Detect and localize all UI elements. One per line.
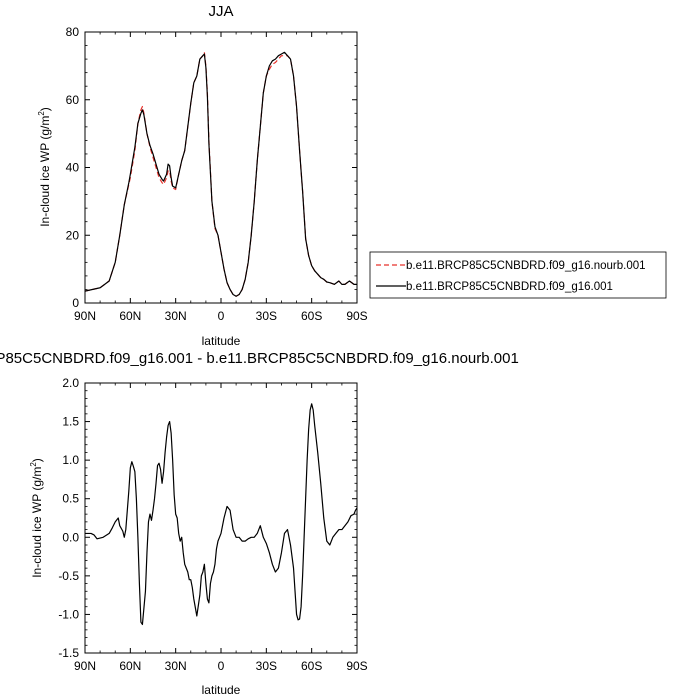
top-chart-y-tick-label: 80 bbox=[66, 25, 80, 39]
top-chart-series bbox=[84, 51, 357, 297]
legend: b.e11.BRCP85C5CNBDRD.f09_g16.nourb.001 b… bbox=[369, 251, 667, 299]
top-chart-x-tick-label: 90S bbox=[346, 309, 367, 323]
top-chart-y-axis-label-end: ) bbox=[38, 107, 52, 111]
top-chart-title: JJA bbox=[208, 3, 233, 20]
bottom-chart-y-axis-label-superscript: 2 bbox=[29, 462, 38, 467]
top-chart-x-tick-label: 60N bbox=[119, 309, 141, 323]
bottom-chart-y-tick-label: -0.5 bbox=[58, 569, 79, 583]
top-chart-y-tick-label: 40 bbox=[66, 161, 80, 175]
bottom-chart-y-tick-label: 0.0 bbox=[62, 530, 79, 544]
bottom-chart-x-tick-label: 30S bbox=[256, 659, 277, 673]
top-chart-ticks: 90N 60N 30N 0 30S 60S 90S 0 20 40 60 80 bbox=[66, 25, 368, 323]
top-chart-x-tick-label: 0 bbox=[218, 309, 225, 323]
legend-box bbox=[369, 251, 667, 299]
bottom-chart-x-tick-label: 90N bbox=[74, 659, 96, 673]
top-chart-series-line-1 bbox=[84, 51, 357, 297]
bottom-chart-ticks: 90N 60N 30N 0 30S 60S 90S -1.5 -1.0 -0.5 0.0 0.5 1.0… bbox=[58, 376, 367, 673]
top-chart-y-tick-label: 20 bbox=[66, 228, 80, 242]
bottom-chart-y-axis-label-main: In-cloud ice WP (g/m bbox=[30, 467, 44, 578]
legend-label-nourb: b.e11.BRCP85C5CNBDRD.f09_g16.nourb.001 bbox=[406, 260, 646, 272]
top-chart-y-tick-label: 60 bbox=[66, 93, 80, 107]
bottom-chart-y-axis-label: In-cloud ice WP (g/m2) bbox=[29, 458, 44, 578]
top-chart-y-tick-label: 0 bbox=[72, 296, 79, 310]
top-chart: 90N 60N 30N 0 30S 60S 90S 0 20 40 60 80 JJA latitud… bbox=[37, 3, 368, 348]
top-chart-x-tick-label: 60S bbox=[301, 309, 322, 323]
bottom-chart-x-tick-label: 90S bbox=[346, 659, 367, 673]
top-chart-y-axis-label-main: In-cloud ice WP (g/m bbox=[38, 116, 52, 227]
legend-label-control: b.e11.BRCP85C5CNBDRD.f09_g16.001 bbox=[406, 281, 613, 293]
bottom-chart-y-tick-label: 1.0 bbox=[62, 453, 79, 467]
bottom-chart-y-tick-label: -1.0 bbox=[58, 607, 79, 621]
bottom-chart-y-axis-label-end: ) bbox=[30, 458, 44, 462]
top-chart-x-tick-label: 90N bbox=[74, 309, 96, 323]
top-chart-series-line-0 bbox=[84, 51, 357, 297]
top-chart-plot-frame bbox=[84, 31, 358, 304]
bottom-chart-plot-frame bbox=[84, 382, 358, 654]
bottom-chart-series-line-0 bbox=[85, 403, 358, 626]
bottom-chart-y-tick-label: 0.5 bbox=[62, 492, 79, 506]
bottom-chart-title: b.e11.BRCP85C5CNBDRD.f09_g16.001 - b.e11… bbox=[0, 350, 519, 367]
bottom-chart-y-tick-label: 1.5 bbox=[62, 415, 79, 429]
bottom-chart-x-tick-label: 30N bbox=[165, 659, 187, 673]
top-chart-x-axis-label: latitude bbox=[202, 334, 241, 348]
bottom-chart-y-tick-label: -1.5 bbox=[58, 646, 79, 660]
bottom-chart-series bbox=[85, 403, 358, 626]
top-chart-y-axis-label-superscript: 2 bbox=[37, 111, 46, 116]
top-chart-y-axis-label: In-cloud ice WP (g/m2) bbox=[37, 107, 52, 227]
top-chart-x-tick-label: 30S bbox=[256, 309, 277, 323]
top-chart-x-tick-label: 30N bbox=[165, 309, 187, 323]
bottom-chart-x-tick-label: 60N bbox=[119, 659, 141, 673]
bottom-chart-y-tick-label: 2.0 bbox=[62, 376, 79, 390]
bottom-chart-x-axis-label: latitude bbox=[202, 683, 241, 697]
bottom-chart-x-tick-label: 0 bbox=[218, 659, 225, 673]
bottom-chart: 90N 60N 30N 0 30S 60S 90S -1.5 -1.0 -0.5 0.0 0.5 1.0… bbox=[0, 350, 519, 697]
bottom-chart-x-tick-label: 60S bbox=[301, 659, 322, 673]
